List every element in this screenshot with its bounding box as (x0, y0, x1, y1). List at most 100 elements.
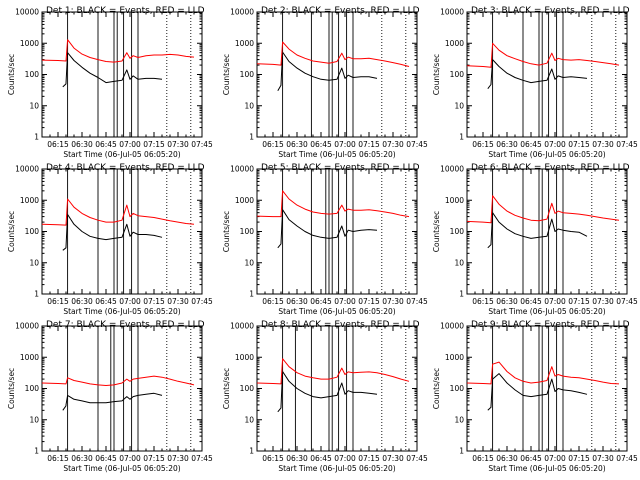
y-axis-label: Counts/sec (7, 54, 16, 95)
x-tick-label: 07:45 (191, 140, 213, 149)
x-tick-label: 07:15 (143, 454, 165, 463)
panel-det-4: Det 4: BLACK = Events, RED = LLD 1 10 100 10… (7, 163, 213, 316)
x-tick-label: 06:30 (496, 140, 518, 149)
y-tick-label: 1 (34, 447, 39, 456)
x-tick-label: 07:00 (544, 140, 566, 149)
x-tick-label: 07:15 (358, 297, 380, 306)
x-tick-label: 07:30 (592, 297, 614, 306)
x-tick-label: 07:00 (544, 454, 566, 463)
y-tick-label: 10 (454, 101, 464, 110)
x-tick-label: 06:45 (520, 140, 542, 149)
x-tick-label: 06:45 (95, 297, 117, 306)
x-tick-label: 06:30 (71, 297, 93, 306)
plot-frame (256, 325, 418, 452)
panel-title: Det 5: BLACK = Events, RED = LLD (261, 163, 420, 173)
x-tick-label: 07:30 (382, 140, 404, 149)
x-tick-label: 07:45 (406, 297, 428, 306)
y-tick-label: 100 (240, 70, 255, 79)
panel-title: Det 8: BLACK = Events, RED = LLD (261, 320, 420, 330)
panel-det-1: Det 1: BLACK = Events, RED = LLD 1 10 100 10… (7, 6, 213, 159)
y-tick-label: 1000 (20, 196, 39, 205)
panel-title: Det 1: BLACK = Events, RED = LLD (46, 6, 205, 16)
x-tick-label: 06:15 (262, 297, 284, 306)
y-tick-label: 100 (450, 227, 465, 236)
y-tick-label: 10 (29, 101, 39, 110)
panel-det-9: Det 9: BLACK = Events, RED = LLD 1 10 100 10… (432, 320, 638, 473)
lld-series-line (256, 358, 410, 385)
lld-series-line (466, 42, 620, 68)
x-tick-label: 07:15 (568, 454, 590, 463)
y-tick-label: 1 (459, 133, 464, 142)
x-tick-label: 06:45 (520, 454, 542, 463)
lld-series-line (256, 190, 410, 218)
y-tick-label: 1000 (445, 39, 464, 48)
x-tick-label: 06:15 (472, 297, 494, 306)
y-tick-label: 1000 (20, 39, 39, 48)
x-tick-label: 06:30 (71, 454, 93, 463)
x-tick-label: 06:30 (286, 454, 308, 463)
x-tick-label: 07:00 (334, 140, 356, 149)
events-series-line (487, 373, 588, 411)
x-axis-label: Start Time (06-Jul-05 06:05:20) (488, 464, 605, 473)
x-axis-label: Start Time (06-Jul-05 06:05:20) (488, 150, 605, 159)
panel-title: Det 4: BLACK = Events, RED = LLD (46, 163, 205, 173)
y-tick-label: 1 (249, 447, 254, 456)
y-tick-label: 10 (29, 258, 39, 267)
events-series-line (487, 212, 588, 249)
x-tick-label: 07:30 (382, 297, 404, 306)
y-tick-label: 1 (249, 290, 254, 299)
y-tick-label: 10000 (230, 8, 254, 17)
y-tick-label: 10000 (230, 165, 254, 174)
panel-title: Det 7: BLACK = Events, RED = LLD (46, 320, 205, 330)
x-axis-label: Start Time (06-Jul-05 06:05:20) (63, 464, 180, 473)
x-tick-label: 06:15 (47, 140, 69, 149)
y-tick-label: 10 (454, 415, 464, 424)
x-tick-label: 06:45 (95, 140, 117, 149)
events-series-line (62, 214, 163, 251)
y-tick-label: 1 (459, 447, 464, 456)
x-tick-label: 07:30 (167, 140, 189, 149)
events-series-line (487, 59, 588, 90)
x-tick-label: 07:45 (406, 454, 428, 463)
y-tick-label: 1000 (445, 196, 464, 205)
x-tick-label: 06:45 (95, 454, 117, 463)
plot-frame (41, 325, 203, 452)
y-tick-label: 1 (249, 133, 254, 142)
y-tick-label: 100 (25, 70, 40, 79)
plot-frame (256, 168, 418, 295)
x-tick-label: 07:30 (592, 454, 614, 463)
x-tick-label: 06:15 (262, 454, 284, 463)
events-series-line (277, 51, 378, 92)
panel-title: Det 9: BLACK = Events, RED = LLD (471, 320, 630, 330)
y-axis-label: Counts/sec (432, 54, 441, 95)
panel-det-8: Det 8: BLACK = Events, RED = LLD 1 10 100 10… (222, 320, 428, 473)
y-axis-label: Counts/sec (432, 211, 441, 252)
panel-det-5: Det 5: BLACK = Events, RED = LLD 1 10 100 10… (222, 163, 428, 316)
x-tick-label: 07:00 (119, 454, 141, 463)
x-tick-label: 06:45 (520, 297, 542, 306)
x-tick-label: 06:45 (310, 297, 332, 306)
y-tick-label: 100 (25, 384, 40, 393)
y-tick-label: 10 (244, 258, 254, 267)
x-axis-label: Start Time (06-Jul-05 06:05:20) (63, 150, 180, 159)
y-tick-label: 1 (34, 133, 39, 142)
y-tick-label: 1 (34, 290, 39, 299)
plot-frame (41, 168, 203, 295)
x-tick-label: 06:15 (472, 454, 494, 463)
events-series-line (62, 52, 163, 88)
x-tick-label: 06:30 (286, 297, 308, 306)
x-tick-label: 06:45 (310, 140, 332, 149)
x-tick-label: 07:00 (334, 297, 356, 306)
x-axis-label: Start Time (06-Jul-05 06:05:20) (63, 307, 180, 316)
y-axis-label: Counts/sec (7, 211, 16, 252)
x-tick-label: 07:15 (568, 297, 590, 306)
x-axis-label: Start Time (06-Jul-05 06:05:20) (488, 307, 605, 316)
x-tick-label: 07:15 (358, 454, 380, 463)
events-series-line (62, 392, 163, 411)
x-tick-label: 07:45 (191, 297, 213, 306)
panel-det-3: Det 3: BLACK = Events, RED = LLD 1 10 100 10… (432, 6, 638, 159)
x-tick-label: 06:15 (262, 140, 284, 149)
y-tick-label: 10000 (15, 165, 39, 174)
x-tick-label: 07:45 (616, 140, 638, 149)
x-axis-label: Start Time (06-Jul-05 06:05:20) (278, 150, 395, 159)
